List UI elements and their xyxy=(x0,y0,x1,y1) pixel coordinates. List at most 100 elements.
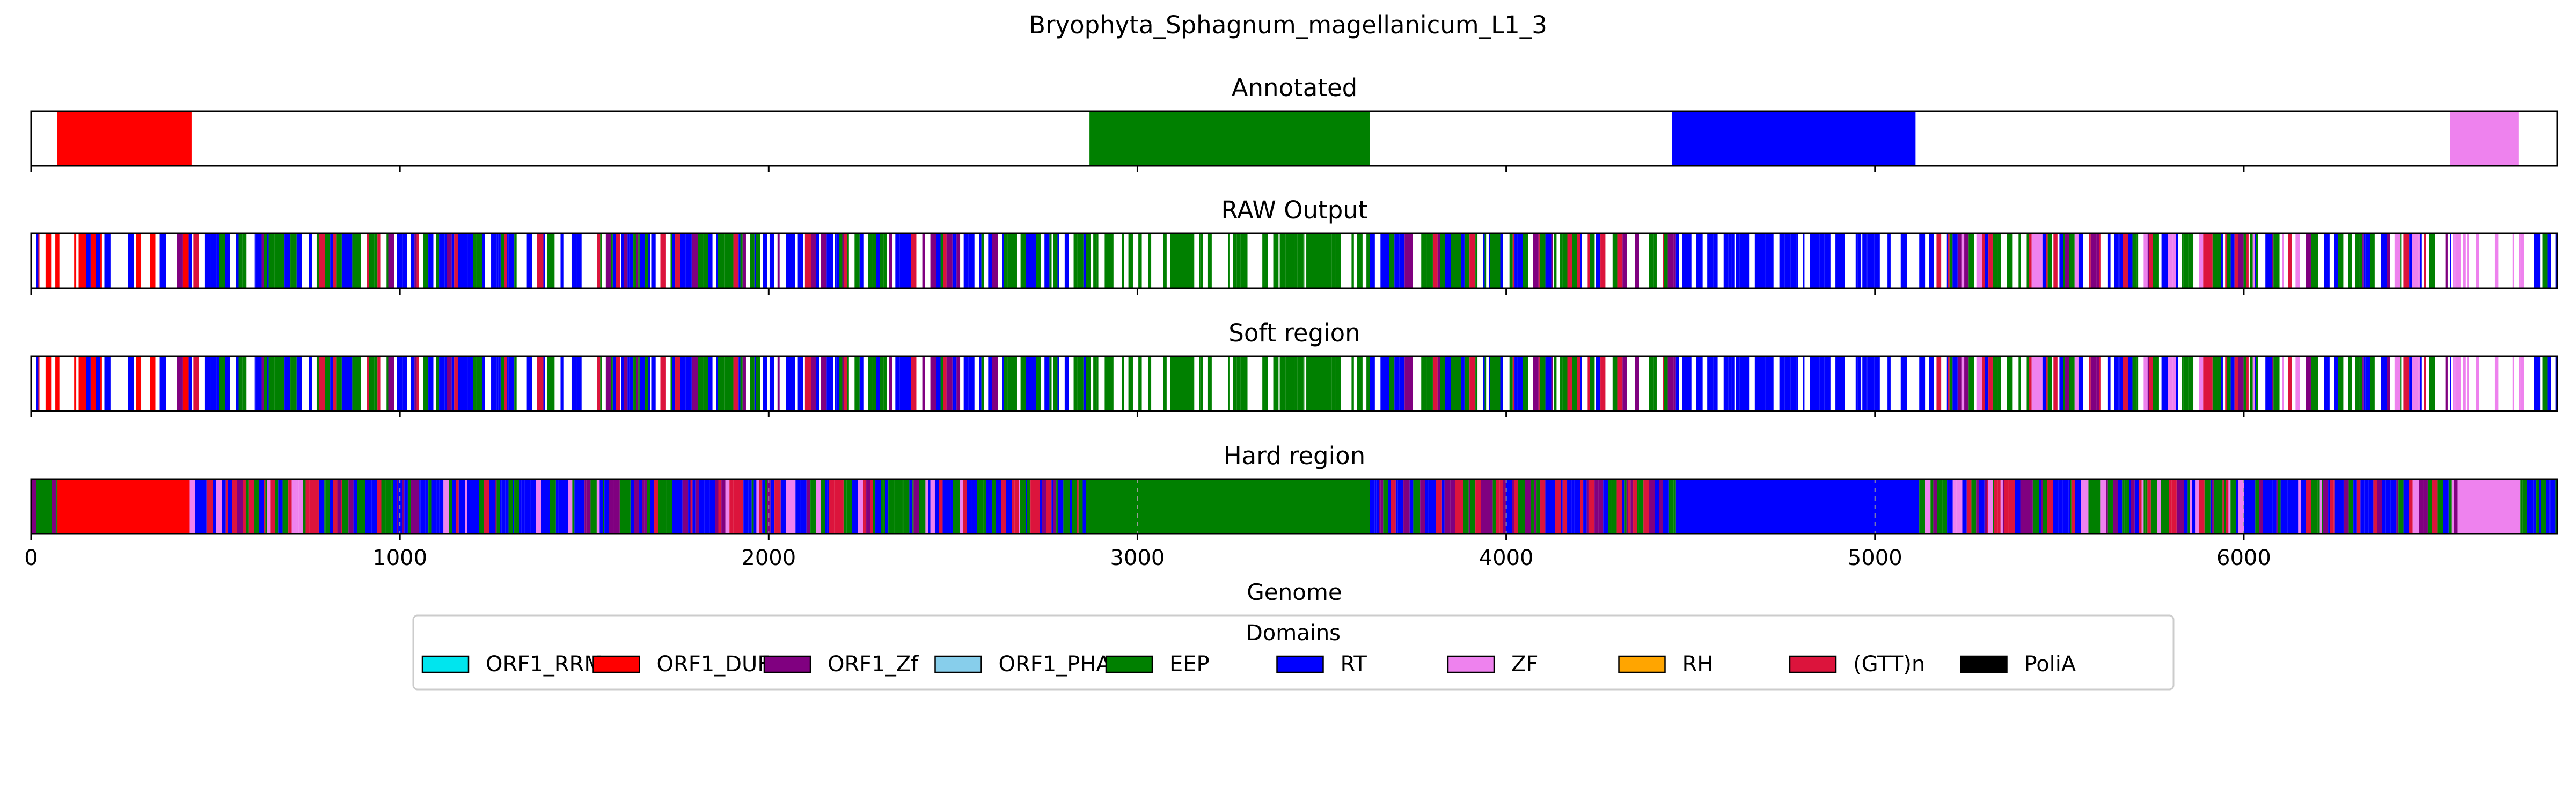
domain-stripe xyxy=(193,233,199,288)
domain-stripe xyxy=(1525,479,1531,534)
domain-stripe xyxy=(572,479,575,534)
panel-frame xyxy=(30,478,2558,535)
domain-stripe xyxy=(1739,233,1745,288)
domain-stripe xyxy=(1389,233,1395,288)
domain-stripe xyxy=(2282,356,2284,411)
domain-stripe xyxy=(188,233,192,288)
domain-stripe xyxy=(650,479,654,534)
domain-stripe xyxy=(2026,233,2029,288)
domain-stripe xyxy=(2221,233,2223,288)
domain-stripe xyxy=(1128,356,1133,411)
domain-stripe xyxy=(225,479,228,534)
domain-stripe xyxy=(889,233,892,288)
domain-stripe xyxy=(1306,356,1311,411)
domain-stripe xyxy=(1685,356,1686,411)
domain-stripe xyxy=(1096,356,1099,411)
domain-stripe xyxy=(2015,479,2021,534)
domain-stripe xyxy=(2383,479,2386,534)
domain-stripe xyxy=(1428,479,1431,534)
domain-stripe xyxy=(524,479,531,534)
domain-stripe xyxy=(2446,479,2449,534)
domain-stripe xyxy=(981,233,984,288)
domain-stripe xyxy=(1779,356,1785,411)
domain-stripe xyxy=(1236,356,1241,411)
domain-stripe xyxy=(456,479,459,534)
domain-stripe xyxy=(691,233,694,288)
domain-stripe xyxy=(1500,356,1503,411)
domain-stripe xyxy=(2238,479,2243,534)
domain-stripe xyxy=(1509,233,1513,288)
domain-stripe xyxy=(2238,356,2244,411)
domain-stripe xyxy=(331,479,333,534)
domain-stripe xyxy=(810,479,816,534)
domain-stripe xyxy=(756,233,760,288)
domain-stripe xyxy=(863,479,865,534)
domain-stripe xyxy=(2467,233,2469,288)
domain-stripe xyxy=(1483,233,1485,288)
domain-stripe xyxy=(1637,479,1639,534)
domain-stripe xyxy=(2370,233,2375,288)
domain-stripe xyxy=(1796,356,1798,411)
domain-stripe xyxy=(2099,356,2101,411)
domain-stripe xyxy=(219,356,225,411)
domain-stripe xyxy=(932,356,936,411)
domain-stripe xyxy=(936,356,941,411)
domain-stripe xyxy=(1567,233,1572,288)
domain-stripe xyxy=(1311,356,1316,411)
domain-stripe xyxy=(1370,479,1375,534)
domain-stripe xyxy=(508,356,515,411)
domain-stripe xyxy=(786,233,789,288)
domain-stripe xyxy=(341,233,346,288)
domain-stripe xyxy=(642,479,645,534)
domain-stripe xyxy=(638,233,640,288)
domain-stripe xyxy=(1596,356,1601,411)
domain-stripe xyxy=(1208,356,1212,411)
domain-stripe xyxy=(31,479,36,534)
domain-stripe xyxy=(2382,479,2383,534)
domain-stripe xyxy=(1976,479,1979,534)
domain-stripe xyxy=(1070,479,1072,534)
domain-stripe xyxy=(1432,233,1438,288)
domain-stripe xyxy=(882,479,884,534)
domain-stripe xyxy=(1803,356,1805,411)
domain-stripe xyxy=(1887,233,1891,288)
domain-stripe xyxy=(521,479,525,534)
domain-stripe xyxy=(633,356,636,411)
domain-stripe xyxy=(942,479,946,534)
domain-stripe xyxy=(584,479,587,534)
domain-stripe xyxy=(1993,479,1994,534)
legend-item: ZF xyxy=(1447,652,1538,677)
domain-stripe xyxy=(1997,356,2001,411)
domain-stripe xyxy=(1086,356,1091,411)
domain-stripe xyxy=(2212,233,2218,288)
domain-stripe xyxy=(242,356,247,411)
domain-stripe xyxy=(1327,356,1332,411)
domain-stripe xyxy=(2059,233,2063,288)
domain-stripe xyxy=(2362,233,2364,288)
domain-stripe xyxy=(694,356,698,411)
domain-stripe xyxy=(1408,356,1413,411)
domain-stripe xyxy=(498,356,501,411)
domain-stripe xyxy=(2209,356,2213,411)
domain-stripe xyxy=(928,479,931,534)
domain-stripe xyxy=(1962,479,1967,534)
domain-stripe xyxy=(1200,356,1203,411)
domain-stripe xyxy=(740,479,744,534)
domain-stripe xyxy=(1189,233,1195,288)
domain-stripe xyxy=(370,479,372,534)
domain-stripe xyxy=(754,356,756,411)
domain-stripe xyxy=(1470,479,1476,534)
domain-stripe xyxy=(1042,479,1046,534)
domain-stripe xyxy=(1536,479,1541,534)
domain-stripe xyxy=(1803,233,1805,288)
domain-stripe xyxy=(1707,356,1714,411)
domain-stripe xyxy=(2172,233,2176,288)
domain-stripe xyxy=(86,233,91,288)
domain-stripe xyxy=(2047,233,2052,288)
domain-stripe xyxy=(385,479,392,534)
domain-stripe xyxy=(296,479,299,534)
domain-stripe xyxy=(695,479,699,534)
domain-block xyxy=(1675,479,1920,534)
legend-item: PoliA xyxy=(1960,652,2076,677)
domain-stripe xyxy=(228,479,232,534)
